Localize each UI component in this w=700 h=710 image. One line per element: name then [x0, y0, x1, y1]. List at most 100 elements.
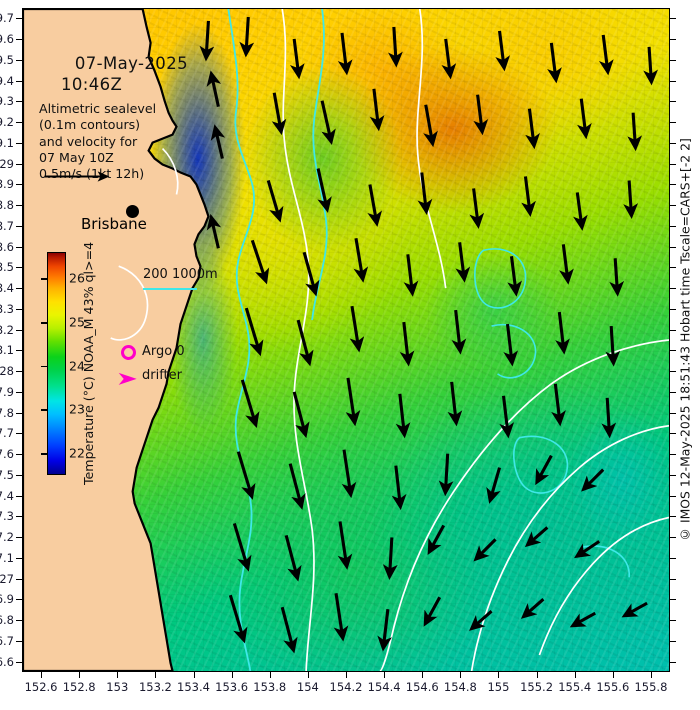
y-tick-label: 28.1 [0, 343, 14, 358]
y-tick [16, 308, 22, 310]
y-tick-right [670, 288, 676, 290]
y-tick-label: 29.5 [0, 52, 14, 67]
x-tick-label: 154.6 [405, 680, 439, 694]
y-tick-right [670, 184, 676, 186]
y-tick [16, 620, 22, 622]
y-tick-right [670, 122, 676, 124]
x-tick [346, 672, 347, 678]
x-tick-label: 153 [106, 680, 129, 694]
y-tick-right [670, 329, 676, 331]
brisbane-label: Brisbane [81, 215, 147, 233]
y-tick-right [670, 557, 676, 559]
x-tick [498, 672, 500, 678]
y-tick [16, 184, 22, 186]
date-time-annotation: 07-May-2025 10:46Z [41, 33, 188, 137]
y-tick [16, 122, 22, 124]
x-tick [422, 672, 424, 678]
map-plot-area[interactable]: 07-May-2025 10:46Z Altimetric sealevel (0… [22, 8, 670, 672]
x-tick-label: 154.2 [329, 680, 363, 694]
x-tick-label: 153.2 [138, 680, 172, 694]
y-tick-right [670, 39, 676, 41]
y-tick-label: 29.7 [0, 11, 14, 26]
y-tick-right [670, 205, 676, 207]
y-tick-label: 29.2 [0, 115, 14, 130]
y-tick-right [670, 391, 676, 393]
map-date: 07-May-2025 [74, 53, 188, 73]
y-tick-label: 27.9 [0, 384, 14, 399]
y-tick [16, 80, 22, 82]
imos-credit-text: © IMOS 12-May-2025 18:51:43 Hobart time … [677, 138, 693, 542]
y-tick [16, 267, 22, 269]
y-tick-label: 27.2 [0, 530, 14, 545]
colorbar-tick-label: 23 [69, 401, 85, 417]
y-tick-label: 28.8 [0, 198, 14, 213]
y-tick [16, 454, 22, 456]
x-tick [41, 672, 43, 678]
x-tick [460, 672, 462, 678]
colorbar-tick-label: 22 [69, 445, 85, 461]
y-tick [16, 225, 22, 227]
map-time: 10:46Z [61, 74, 123, 94]
x-tick-label: 155.4 [558, 680, 592, 694]
y-tick-right [670, 578, 676, 580]
depth-legend-line [143, 288, 197, 291]
y-tick-right [670, 163, 676, 165]
x-tick [117, 672, 119, 678]
x-tick-label: 155 [487, 680, 510, 694]
x-tick [269, 672, 271, 678]
y-tick [16, 39, 22, 41]
y-tick [16, 246, 22, 248]
y-tick-right [670, 142, 676, 144]
x-tick-label: 152.8 [62, 680, 96, 694]
y-tick-label: 28.5 [0, 260, 14, 275]
x-tick [574, 672, 576, 678]
y-tick-right [670, 640, 676, 642]
y-tick [16, 599, 22, 601]
y-tick-right [670, 412, 676, 414]
y-tick-right [670, 537, 676, 539]
x-tick-label: 152.6 [24, 680, 58, 694]
y-tick-label: 27.4 [0, 488, 14, 503]
y-tick-right [670, 267, 676, 269]
colorbar-tick [41, 365, 47, 368]
y-tick-label: 27.6 [0, 447, 14, 462]
colorbar-tick-label: 24 [69, 358, 85, 374]
y-tick-right [670, 101, 676, 103]
y-tick-right [670, 454, 676, 456]
y-tick [16, 350, 22, 352]
y-tick-label: 29.1 [0, 135, 14, 150]
y-tick [16, 142, 22, 144]
x-tick [79, 672, 81, 678]
y-tick-right [670, 495, 676, 497]
x-tick-label: 153.8 [253, 680, 287, 694]
temperature-colorbar[interactable] [47, 252, 66, 475]
y-tick [16, 516, 22, 518]
y-tick [16, 640, 22, 642]
x-tick-label: 155.8 [634, 680, 668, 694]
argo-legend-label: Argo 0 [142, 344, 185, 359]
x-tick-label: 153.6 [215, 680, 249, 694]
velocity-scale-arrow [44, 171, 110, 182]
y-tick-label: 27.1 [0, 550, 14, 565]
y-tick [16, 557, 22, 559]
x-tick-label: 154 [296, 680, 319, 694]
y-tick-label: 27.8 [0, 405, 14, 420]
y-tick [16, 288, 22, 290]
x-tick [193, 672, 195, 678]
drifter-icon [118, 372, 137, 385]
y-tick-label: 29.6 [0, 32, 14, 47]
argo-float-icon [121, 345, 136, 360]
x-tick [307, 672, 309, 678]
x-tick-label: 155.2 [520, 680, 554, 694]
y-tick-right [670, 599, 676, 601]
y-tick [16, 495, 22, 497]
altimetry-annotation: Altimetric sealevel (0.1m contours) and … [39, 101, 157, 182]
y-tick [16, 578, 22, 580]
y-tick [16, 329, 22, 331]
brisbane-marker[interactable] [126, 205, 139, 218]
x-tick [384, 672, 386, 678]
y-tick-label: 29 [0, 156, 14, 171]
y-tick-label: 28.7 [0, 218, 14, 233]
x-tick [650, 672, 652, 678]
y-tick-label: 27.7 [0, 426, 14, 441]
